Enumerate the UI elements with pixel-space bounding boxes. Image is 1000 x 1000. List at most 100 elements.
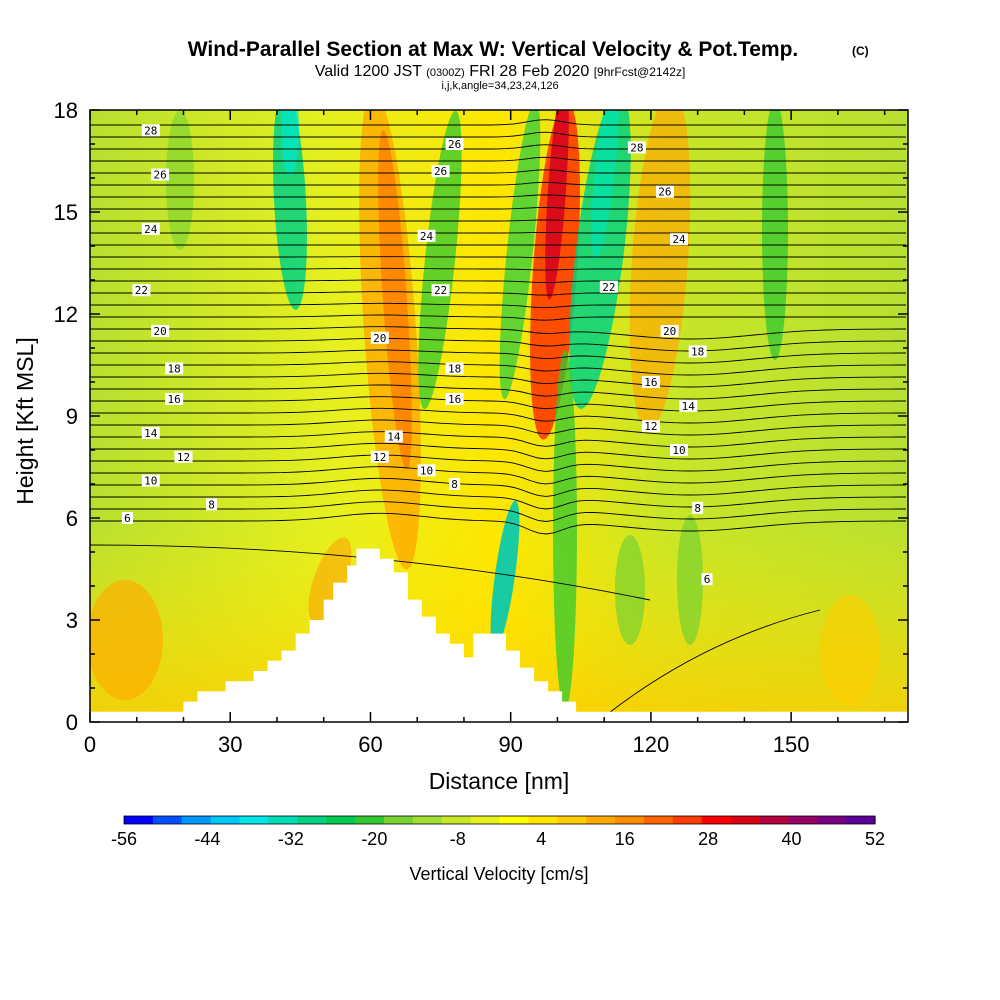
isentrope-line	[90, 206, 906, 210]
colorbar-tick-label: 28	[698, 829, 718, 849]
isentrope-label-box	[121, 512, 133, 524]
isentrope-label-box	[165, 362, 184, 375]
isentrope-line	[90, 291, 906, 296]
isentrope-label: 10	[144, 475, 157, 488]
isentrope-line	[90, 361, 906, 376]
colorbar-swatch	[355, 816, 385, 824]
isentrope-line	[90, 337, 906, 352]
isentrope-label-box	[679, 399, 698, 412]
isentrope-line	[90, 326, 906, 340]
velocity-field	[90, 110, 908, 722]
colorbar-swatch	[499, 816, 529, 824]
isentrope-label: 18	[448, 362, 461, 375]
y-tick-label: 9	[66, 404, 78, 429]
colorbar-swatch	[846, 816, 876, 824]
colorbar-swatch	[528, 816, 558, 824]
isentrope-label: 16	[448, 393, 461, 406]
isentrope-label-box	[599, 280, 618, 293]
velocity-band	[273, 110, 307, 310]
isentrope-label-box	[445, 138, 464, 150]
velocity-band	[499, 110, 541, 400]
colorbar-tick-label: 4	[536, 829, 546, 849]
isentrope-label-box	[370, 331, 389, 344]
colorbar	[123, 815, 876, 825]
x-tick-label: 30	[218, 732, 242, 757]
isentrope-label-box	[141, 427, 160, 439]
isentrope-line	[90, 489, 906, 510]
isentrope-label: 22	[434, 284, 447, 297]
isentrope-label: 16	[168, 393, 181, 406]
isentrope-line	[90, 119, 906, 126]
isentrope-label: 10	[672, 444, 685, 457]
isentrope-label-box	[174, 450, 193, 463]
isentrope-label-box	[701, 573, 713, 586]
isentrope-labels: 2826242220181614121086262624222018161412…	[121, 124, 713, 586]
y-tick-label: 6	[66, 506, 78, 531]
isentrope-label-box	[417, 229, 436, 242]
colorbar-swatch	[730, 816, 761, 824]
x-tick-label: 60	[358, 732, 382, 757]
isentrope-label-box	[669, 233, 688, 246]
colorbar-swatch	[210, 816, 241, 824]
y-tick-label: 15	[54, 200, 78, 225]
isentrope-label: 24	[420, 230, 434, 243]
isentrope-label: 24	[144, 223, 158, 236]
isentrope-label: 8	[694, 502, 701, 515]
isentrope-label: 14	[682, 400, 696, 413]
isentrope-label: 28	[630, 141, 643, 154]
isentrope-label: 24	[672, 233, 686, 246]
isentrope-line	[90, 314, 906, 321]
colorbar-swatch	[326, 816, 356, 824]
isentrope-label-box	[370, 450, 389, 463]
isentrope-label: 22	[135, 284, 148, 297]
velocity-band	[281, 110, 299, 175]
colorbar-swatch	[615, 816, 645, 824]
isentrope-label-box	[660, 325, 679, 337]
x-axis: 0 30 60 90 120 150	[84, 110, 886, 757]
velocity-band	[820, 595, 880, 705]
isentrope-label: 12	[644, 420, 657, 433]
subtitle-forecast: [9hrFcst@2142z]	[594, 65, 686, 79]
velocity-band	[90, 580, 163, 700]
velocity-band	[166, 110, 194, 250]
isentrope-line	[90, 232, 906, 234]
isentrope-line	[90, 466, 906, 485]
isentrope-line	[90, 302, 906, 309]
isentrope-label: 22	[602, 281, 615, 294]
colorbar-swatch	[586, 816, 616, 824]
isentrope-label-box	[655, 185, 674, 198]
isentrope-label: 12	[373, 451, 386, 464]
chart-title: Wind-Parallel Section at Max W: Vertical…	[188, 38, 799, 61]
velocity-band	[629, 110, 691, 430]
isentrope-line	[90, 181, 906, 186]
isentrope-label: 10	[420, 464, 433, 477]
isentrope-line	[90, 372, 906, 388]
isentrope-label-box	[445, 393, 464, 405]
isentrope-line	[90, 279, 906, 284]
isentrope-label-box	[431, 165, 450, 178]
isentrope-line	[90, 431, 906, 448]
subtitle-params: i,j,k,angle=34,23,24,126	[441, 80, 558, 92]
colorbar-swatch	[788, 816, 818, 824]
isentrope-label: 8	[451, 478, 458, 491]
colorbar-swatch	[297, 816, 327, 824]
x-tick-label: 90	[498, 732, 522, 757]
isentrope-label: 14	[144, 427, 158, 440]
colorbar-tick-label: 52	[865, 829, 885, 849]
isentrope-line	[90, 169, 906, 174]
x-tick-label: 0	[84, 732, 96, 757]
colorbar-swatch	[557, 816, 587, 824]
isentrope-line	[599, 609, 821, 721]
colorbar-swatch	[643, 816, 674, 824]
subtitle-valid: Valid 1200 JST (0300Z) FRI 28 Feb 2020 […	[315, 63, 686, 80]
isentrope-label-box	[132, 284, 151, 297]
isentrope-label: 20	[663, 325, 676, 338]
isentrope-label-box	[141, 124, 160, 137]
isentrope-label: 20	[373, 332, 386, 345]
colorbar-swatch	[470, 816, 501, 824]
isentrope-line	[90, 512, 906, 535]
isentrope-label-box	[206, 498, 218, 511]
colorbar-swatch	[701, 816, 732, 824]
colorbar-swatch	[672, 816, 703, 824]
isentrope-label-box	[692, 501, 704, 514]
